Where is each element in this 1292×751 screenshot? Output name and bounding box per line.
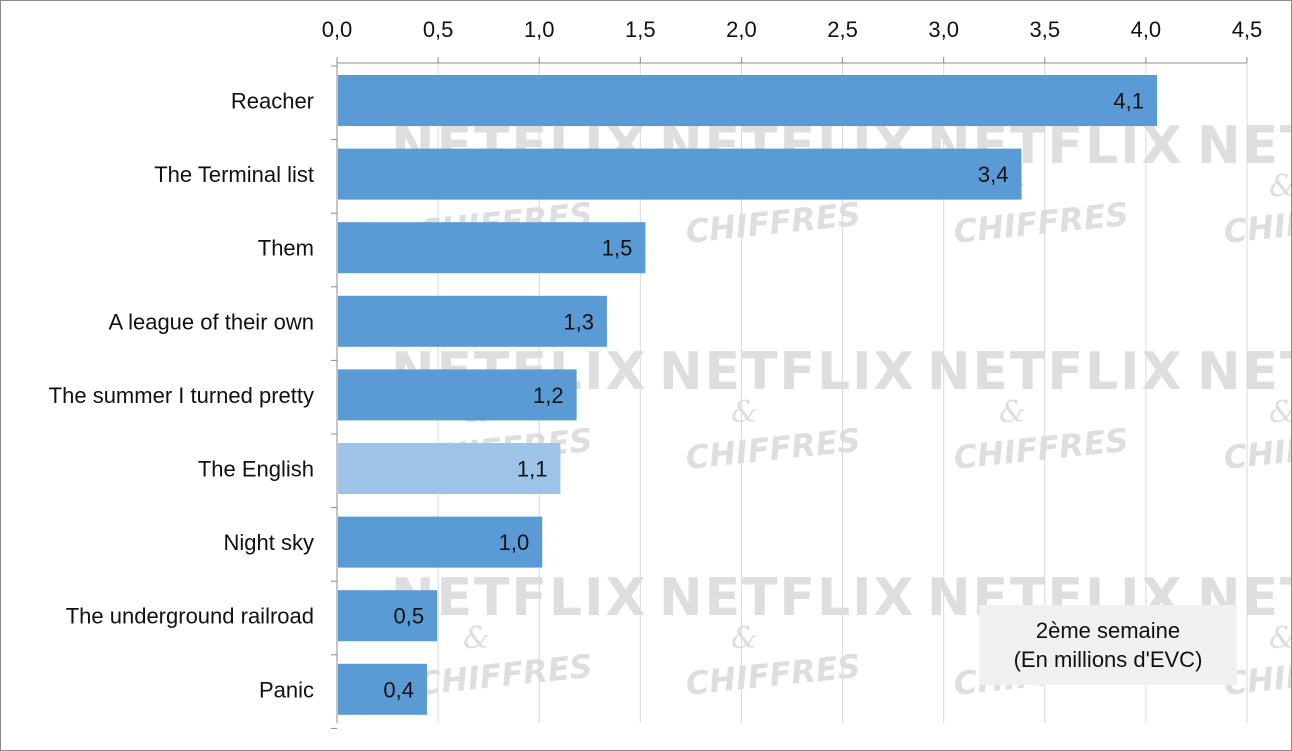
watermark-ampersand: & <box>731 621 758 656</box>
x-tick-label: 4,5 <box>1232 17 1263 42</box>
watermark-ampersand: & <box>1269 621 1291 656</box>
watermark-subtitle: CHIFFRES <box>684 421 862 477</box>
watermark-subtitle: CHIFFRES <box>952 195 1130 251</box>
category-label: Night sky <box>224 530 314 555</box>
watermark-logo: NETFLIX&CHIFFRES <box>927 342 1184 477</box>
bar-value-label: 1,5 <box>602 236 633 261</box>
watermark-title: NETFLIX <box>927 342 1184 402</box>
x-tick-label: 0,5 <box>423 17 454 42</box>
category-label: A league of their own <box>109 309 314 334</box>
watermark-logo: NETFLIX&CHIFFRES <box>659 342 916 477</box>
labels: 0,0 0,5 1,0 1,5 2,0 2,5 3,0 3,5 4,0 4,5 4,1 Reacher… <box>49 17 1263 702</box>
x-tick-label: 2,0 <box>726 17 757 42</box>
watermark-ampersand: & <box>999 395 1026 430</box>
bar-value-label: 0,4 <box>383 677 414 702</box>
watermark-ampersand: & <box>1269 169 1291 204</box>
watermark-title: NETFLIX <box>1197 342 1291 402</box>
bar-value-label: 1,1 <box>517 457 548 482</box>
bar <box>338 222 646 274</box>
bar <box>338 75 1157 126</box>
bar <box>338 590 438 642</box>
bar <box>338 148 1022 200</box>
watermark-title: NETFLIX <box>659 342 916 402</box>
watermark-title: NETFLIX <box>1197 116 1291 176</box>
watermark-logo: NETFLIX&CHIFFRES <box>1197 342 1291 477</box>
watermark-ampersand: & <box>731 395 758 430</box>
watermark-ampersand: & <box>463 621 490 656</box>
category-label: The underground railroad <box>66 604 314 629</box>
bar-value-label: 3,4 <box>978 162 1009 187</box>
x-tick-label: 0,0 <box>322 17 353 42</box>
annotation-line-1: 2ème semaine <box>1035 618 1181 643</box>
x-tick-label: 3,5 <box>1029 17 1060 42</box>
x-tick-label: 4,0 <box>1131 17 1162 42</box>
bar <box>338 295 607 347</box>
category-label: The summer I turned pretty <box>49 383 314 408</box>
bar-value-label: 1,0 <box>499 530 530 555</box>
category-label: The English <box>198 457 314 482</box>
x-tick-label: 1,0 <box>524 17 555 42</box>
bar-value-label: 4,1 <box>1113 89 1144 114</box>
bar <box>338 443 561 494</box>
bar-value-label: 0,5 <box>393 604 424 629</box>
bar-value-label: 1,2 <box>533 383 564 408</box>
category-label: Them <box>258 236 314 261</box>
watermark-logo: NETFLIX&CHIFFRES <box>1197 116 1291 251</box>
x-tick-label: 2,5 <box>827 17 858 42</box>
watermark-subtitle: CHIFFRES <box>416 647 594 703</box>
watermark-ampersand: & <box>1269 395 1291 430</box>
category-label: The Terminal list <box>154 162 314 187</box>
category-label: Panic <box>259 677 314 702</box>
watermark-subtitle: CHIFFRES <box>684 195 862 251</box>
watermark-subtitle: CHIFFRES <box>684 647 862 703</box>
category-label: Reacher <box>231 89 314 114</box>
bar <box>338 663 427 715</box>
bar <box>338 369 577 421</box>
chart-annotation: 2ème semaine (En millions d'EVC) <box>979 605 1237 685</box>
annotation-line-2: (En millions d'EVC) <box>1013 647 1203 672</box>
axes <box>331 57 1248 729</box>
bar-value-label: 1,3 <box>563 309 594 334</box>
watermark-logo: NETFLIX&CHIFFRES <box>659 568 916 703</box>
x-tick-label: 1,5 <box>625 17 656 42</box>
bar <box>338 516 543 568</box>
bars <box>338 75 1157 715</box>
x-tick-label: 3,0 <box>928 17 959 42</box>
watermark-title: NETFLIX <box>659 568 916 628</box>
watermark-subtitle: CHIFFRES <box>952 421 1130 477</box>
